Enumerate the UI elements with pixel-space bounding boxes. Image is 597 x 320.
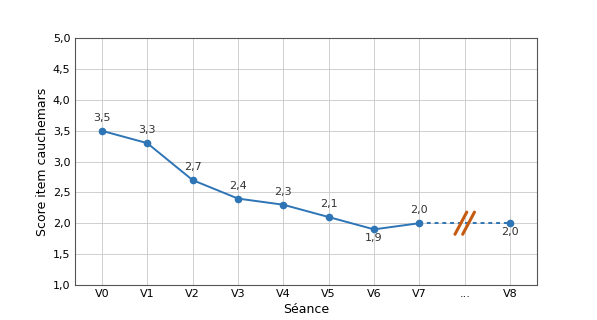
Text: 2,4: 2,4 xyxy=(229,180,247,190)
Text: 1,9: 1,9 xyxy=(365,233,383,243)
Y-axis label: Score item cauchemars: Score item cauchemars xyxy=(36,87,49,236)
Text: 2,0: 2,0 xyxy=(411,205,428,215)
Text: 2,7: 2,7 xyxy=(184,162,201,172)
Text: 3,3: 3,3 xyxy=(139,125,156,135)
X-axis label: Séance: Séance xyxy=(283,303,329,316)
Text: 2,3: 2,3 xyxy=(275,187,292,197)
Text: 2,0: 2,0 xyxy=(501,227,519,237)
Text: 2,1: 2,1 xyxy=(320,199,337,209)
Text: 3,5: 3,5 xyxy=(93,113,110,123)
